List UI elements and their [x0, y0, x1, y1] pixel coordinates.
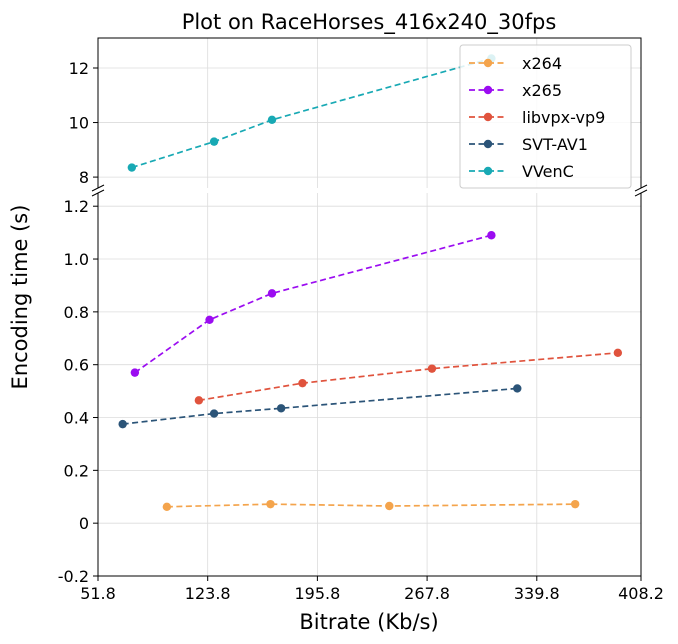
x-tick-label: 195.8 — [294, 584, 340, 603]
upper-y-tick-label: 10 — [69, 114, 89, 133]
lower-y-tick-label: 0.8 — [64, 303, 89, 322]
x-tick-label: 339.8 — [514, 584, 560, 603]
axes-layer: 51.8 123.8 195.8 267.8 339.8 408.2 8 10 12 -0.2 0 0… — [58, 37, 664, 603]
data-point-x265 — [267, 289, 277, 298]
series-line-x265 — [134, 234, 492, 374]
lower-y-tick-label: 0.6 — [64, 356, 89, 375]
legend-item-x264: x264 — [469, 54, 562, 73]
legend-marker — [483, 112, 493, 122]
data-point-VVenC — [127, 163, 137, 172]
series-line-libvpx-vp9 — [198, 351, 618, 402]
data-point-SVT-AV1 — [118, 419, 127, 429]
series-x264 — [162, 499, 580, 511]
legend-marker — [483, 85, 493, 95]
legend-label: x264 — [522, 54, 562, 73]
lower-y-tick-label: 0.2 — [64, 461, 89, 480]
legend-marker — [483, 139, 493, 149]
lower-panel-frame — [97, 193, 642, 577]
data-point-SVT-AV1 — [209, 409, 219, 418]
x-axis-title: Bitrate (Kb/s) — [299, 610, 438, 634]
axis-break-mark — [634, 189, 648, 197]
data-point-x264 — [162, 502, 172, 511]
x-tick-label: 408.2 — [618, 584, 664, 603]
series-libvpx-vp9 — [194, 348, 623, 405]
series-x265 — [130, 231, 496, 377]
legend-label: SVT-AV1 — [522, 135, 588, 154]
series-line-SVT-AV1 — [122, 387, 518, 425]
lower-y-tick-label: 0.4 — [64, 409, 89, 428]
legend-item-libvpx-vp9: libvpx-vp9 — [469, 108, 605, 127]
axis-break-mark — [91, 184, 105, 192]
series-line-VVenC — [131, 57, 492, 169]
series-line-x264 — [166, 503, 576, 508]
lower-y-tick-label: 0 — [79, 514, 89, 533]
series-SVT-AV1 — [118, 384, 522, 429]
lower-y-tick-label: 1.2 — [64, 197, 89, 216]
x-tick-label: 51.8 — [80, 584, 116, 603]
legend-item-VVenC: VVenC — [469, 162, 574, 181]
series-VVenC — [127, 54, 496, 172]
x-tick-label: 267.8 — [404, 584, 450, 603]
lower-y-tick-label: 1.0 — [64, 250, 89, 269]
y-axis-title: Encoding time (s) — [8, 205, 32, 390]
data-point-VVenC — [209, 137, 219, 146]
data-point-x265 — [205, 315, 214, 324]
legend-item-x265: x265 — [469, 81, 562, 100]
data-point-VVenC — [267, 115, 277, 125]
x-tick-label: 123.8 — [185, 584, 231, 603]
series-layer — [118, 54, 623, 511]
legend-marker — [483, 166, 493, 176]
data-point-libvpx-vp9 — [613, 348, 623, 358]
upper-y-tick-label: 12 — [69, 59, 89, 78]
data-point-libvpx-vp9 — [298, 378, 307, 388]
data-point-x265 — [487, 231, 496, 240]
chart-title: Plot on RaceHorses_416x240_30fps — [182, 10, 557, 35]
data-point-x265 — [130, 368, 140, 377]
data-point-x264 — [570, 499, 580, 509]
legend-label: libvpx-vp9 — [522, 108, 605, 127]
axis-break-mark — [634, 184, 648, 192]
data-point-x264 — [266, 499, 275, 509]
upper-panel-frame — [97, 37, 642, 188]
axis-break-mark — [91, 189, 105, 197]
lower-y-tick-label: -0.2 — [58, 567, 89, 586]
data-point-SVT-AV1 — [276, 404, 286, 413]
legend-marker — [483, 58, 493, 68]
legend-label: VVenC — [522, 162, 574, 181]
data-point-x264 — [385, 501, 394, 511]
legend: x264 x265 libvpx-vp9 SVT-AV1 VVenC — [459, 44, 632, 189]
upper-y-tick-label: 8 — [79, 168, 89, 187]
data-point-SVT-AV1 — [513, 384, 522, 393]
legend-box — [459, 44, 632, 189]
legend-label: x265 — [522, 81, 562, 100]
data-point-libvpx-vp9 — [194, 396, 204, 405]
legend-item-SVT-AV1: SVT-AV1 — [469, 135, 588, 154]
data-point-libvpx-vp9 — [427, 364, 437, 373]
